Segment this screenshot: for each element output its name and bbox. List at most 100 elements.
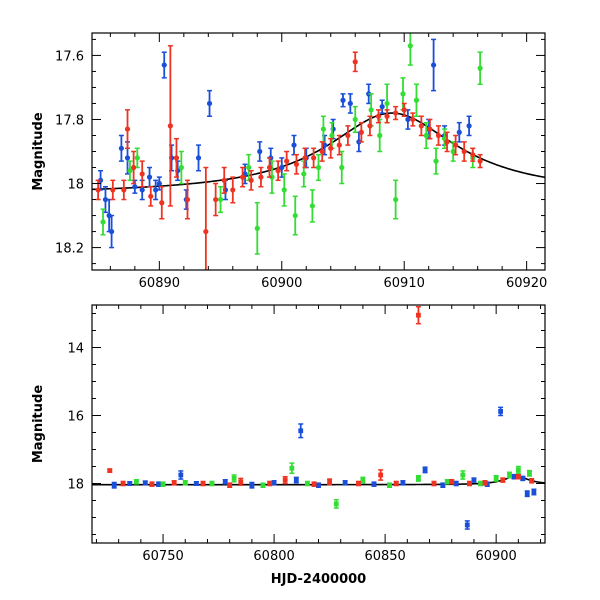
data-point <box>209 481 215 486</box>
series-3 <box>107 305 535 488</box>
y-tick-label: 18.2 <box>55 242 84 257</box>
x-tick-label: 60900 <box>261 276 302 291</box>
data-point <box>316 482 321 488</box>
data-point <box>293 161 300 167</box>
data-point <box>466 123 472 129</box>
data-point <box>342 480 348 486</box>
x-tick-label: 60910 <box>384 276 425 291</box>
series-2 <box>133 462 532 509</box>
data-point <box>267 481 273 486</box>
data-point <box>515 474 521 480</box>
data-point <box>289 465 295 471</box>
data-point <box>418 123 424 129</box>
data-point <box>336 142 342 148</box>
data-point <box>271 480 277 486</box>
data-point <box>407 43 413 49</box>
data-point <box>431 481 437 486</box>
data-point <box>340 97 346 103</box>
data-point <box>450 148 456 155</box>
data-point <box>444 479 450 485</box>
data-point <box>410 116 416 123</box>
data-point <box>108 228 115 235</box>
data-point <box>139 187 145 193</box>
data-point <box>118 145 124 151</box>
data-point <box>246 164 252 171</box>
data-point <box>111 482 117 488</box>
data-point <box>470 152 476 158</box>
data-point <box>356 481 361 486</box>
data-point <box>124 155 131 161</box>
data-point <box>275 168 281 174</box>
data-point <box>167 123 173 129</box>
data-point <box>182 480 188 486</box>
data-point <box>371 481 377 487</box>
data-point <box>131 164 137 171</box>
x-tick-label: 60920 <box>506 276 547 291</box>
data-point <box>498 409 503 414</box>
data-point <box>257 148 263 155</box>
data-point <box>301 171 307 177</box>
data-point <box>352 59 358 65</box>
data-point <box>291 142 297 148</box>
data-point <box>333 501 339 507</box>
data-point <box>422 467 428 473</box>
data-point <box>430 62 437 68</box>
data-point <box>100 219 106 225</box>
data-point <box>360 477 366 483</box>
data-point <box>279 164 285 171</box>
data-point <box>139 171 145 177</box>
data-point <box>221 177 227 183</box>
data-point <box>127 481 133 486</box>
data-point <box>393 110 399 116</box>
data-point <box>217 196 224 203</box>
data-point <box>148 193 154 199</box>
data-point <box>171 480 177 486</box>
data-point <box>239 174 246 180</box>
data-point <box>238 479 244 485</box>
data-point <box>222 479 228 485</box>
data-point <box>142 480 148 486</box>
data-point <box>156 481 162 487</box>
data-point <box>184 196 191 203</box>
data-point <box>309 203 315 209</box>
data-point <box>393 481 399 486</box>
data-point <box>345 132 351 139</box>
data-point <box>203 228 209 235</box>
data-point <box>393 196 399 203</box>
data-point <box>107 468 113 473</box>
data-point <box>320 126 326 132</box>
y-tick-label: 18 <box>67 478 84 493</box>
data-point <box>453 142 459 148</box>
data-point <box>161 62 167 68</box>
data-point <box>384 113 390 119</box>
data-point <box>416 312 421 318</box>
x-tick-label: 60800 <box>253 549 294 564</box>
data-point <box>311 155 317 161</box>
data-point <box>127 168 133 174</box>
data-point <box>213 196 219 203</box>
data-point <box>400 480 406 486</box>
data-point <box>379 104 385 110</box>
data-point <box>482 480 488 486</box>
data-point <box>500 477 506 483</box>
data-point <box>453 481 459 486</box>
data-point <box>416 476 421 481</box>
data-point <box>206 100 213 107</box>
data-point <box>405 116 411 123</box>
data-point <box>95 187 101 193</box>
data-point <box>304 481 310 486</box>
data-point <box>266 164 273 171</box>
data-point <box>401 107 407 113</box>
data-point <box>329 132 335 139</box>
data-point <box>254 225 260 231</box>
x-tick-label: 60750 <box>142 549 183 564</box>
data-point <box>347 100 353 107</box>
data-point <box>384 100 390 107</box>
y-tick-label: 16 <box>67 410 84 425</box>
data-point <box>477 65 483 71</box>
data-point <box>511 474 517 480</box>
data-point <box>464 522 470 528</box>
data-point <box>427 126 433 132</box>
data-point <box>460 472 466 478</box>
data-point <box>292 212 298 219</box>
